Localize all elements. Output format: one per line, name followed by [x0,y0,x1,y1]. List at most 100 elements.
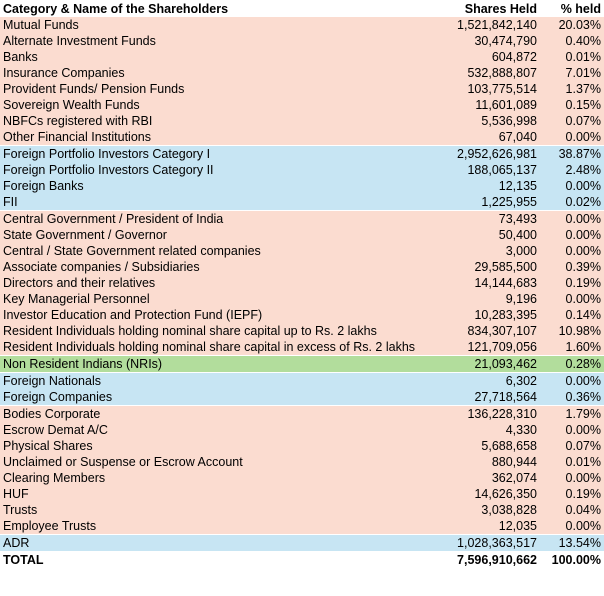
row-shares-held: 136,228,310 [436,405,540,422]
row-shares-held: 3,038,828 [436,502,540,518]
table-row: Bodies Corporate 136,228,310 1.79% [0,405,604,422]
table-row: Foreign Companies 27,718,564 0.36% [0,389,604,406]
row-percent-held: 10.98% [540,323,604,339]
row-percent-held: 1.79% [540,405,604,422]
table-row: Unclaimed or Suspense or Escrow Account 8… [0,454,604,470]
row-category-name: Investor Education and Protection Fund (… [0,307,436,323]
row-category-name: ADR [0,534,436,551]
row-percent-held: 0.00% [540,178,604,194]
table-row: Directors and their relatives 14,144,683 0… [0,275,604,291]
row-category-name: Bodies Corporate [0,405,436,422]
row-percent-held: 0.28% [540,355,604,373]
row-percent-held: 1.60% [540,339,604,356]
table-row: Non Resident Indians (NRIs) 21,093,462 0.2… [0,355,604,373]
row-shares-held: 11,601,089 [436,97,540,113]
row-percent-held: 0.00% [540,243,604,259]
row-category-name: Other Financial Institutions [0,129,436,146]
table-row: Trusts 3,038,828 0.04% [0,502,604,518]
row-percent-held: 7.01% [540,65,604,81]
table-row: Investor Education and Protection Fund (… [0,307,604,323]
row-percent-held: 0.19% [540,275,604,291]
row-category-name: Associate companies / Subsidiaries [0,259,436,275]
row-shares-held: 27,718,564 [436,389,540,406]
row-category-name: NBFCs registered with RBI [0,113,436,129]
row-shares-held: 103,775,514 [436,81,540,97]
row-shares-held: 188,065,137 [436,162,540,178]
row-shares-held: 4,330 [436,422,540,438]
row-percent-held: 0.01% [540,454,604,470]
row-percent-held: 0.39% [540,259,604,275]
table-row: ADR 1,028,363,517 13.54% [0,534,604,551]
table-row: Other Financial Institutions 67,040 0.00% [0,129,604,146]
row-category-name: FII [0,194,436,211]
row-shares-held: 362,074 [436,470,540,486]
row-category-name: Insurance Companies [0,65,436,81]
header-category: Category & Name of the Shareholders [0,0,436,17]
table-row: Clearing Members 362,074 0.00% [0,470,604,486]
table-row: Foreign Banks 12,135 0.00% [0,178,604,194]
row-category-name: Central Government / President of India [0,210,436,227]
row-shares-held: 532,888,807 [436,65,540,81]
table-row: Banks 604,872 0.01% [0,49,604,65]
row-percent-held: 0.00% [540,518,604,535]
table-row: Foreign Portfolio Investors Category I 2,… [0,145,604,162]
row-shares-held: 50,400 [436,227,540,243]
row-shares-held: 834,307,107 [436,323,540,339]
row-percent-held: 0.36% [540,389,604,406]
row-shares-held: 3,000 [436,243,540,259]
table-row: Insurance Companies 532,888,807 7.01% [0,65,604,81]
row-percent-held: 2.48% [540,162,604,178]
table-row: Resident Individuals holding nominal sha… [0,339,604,356]
row-category-name: Sovereign Wealth Funds [0,97,436,113]
row-category-name: Banks [0,49,436,65]
row-percent-held: 0.04% [540,502,604,518]
row-percent-held: 0.00% [540,227,604,243]
row-percent-held: 0.15% [540,97,604,113]
row-category-name: Foreign Portfolio Investors Category II [0,162,436,178]
row-shares-held: 6,302 [436,372,540,389]
table-row: Central Government / President of India 7… [0,210,604,227]
row-shares-held: 1,225,955 [436,194,540,211]
row-category-name: Key Managerial Personnel [0,291,436,307]
row-category-name: Foreign Portfolio Investors Category I [0,145,436,162]
row-shares-held: 12,135 [436,178,540,194]
row-percent-held: 0.02% [540,194,604,211]
row-category-name: Unclaimed or Suspense or Escrow Account [0,454,436,470]
row-category-name: Trusts [0,502,436,518]
table-row: Associate companies / Subsidiaries 29,585… [0,259,604,275]
row-percent-held: 0.07% [540,113,604,129]
row-percent-held: 0.07% [540,438,604,454]
row-percent-held: 0.00% [540,291,604,307]
row-category-name: Resident Individuals holding nominal sha… [0,323,436,339]
row-shares-held: 121,709,056 [436,339,540,356]
row-shares-held: 73,493 [436,210,540,227]
table-row: Physical Shares 5,688,658 0.07% [0,438,604,454]
total-shares: 7,596,910,662 [436,551,540,568]
table-row: Foreign Nationals 6,302 0.00% [0,372,604,389]
table-row: Central / State Government related compa… [0,243,604,259]
row-percent-held: 0.14% [540,307,604,323]
table-row: FII 1,225,955 0.02% [0,194,604,211]
row-shares-held: 30,474,790 [436,33,540,49]
row-percent-held: 0.00% [540,422,604,438]
row-percent-held: 0.00% [540,372,604,389]
row-shares-held: 14,626,350 [436,486,540,502]
row-percent-held: 0.40% [540,33,604,49]
row-category-name: Foreign Banks [0,178,436,194]
row-shares-held: 67,040 [436,129,540,146]
row-category-name: Provident Funds/ Pension Funds [0,81,436,97]
table-row: Resident Individuals holding nominal sha… [0,323,604,339]
row-shares-held: 880,944 [436,454,540,470]
row-percent-held: 20.03% [540,17,604,33]
table-row: State Government / Governor 50,400 0.00% [0,227,604,243]
row-category-name: Foreign Nationals [0,372,436,389]
row-shares-held: 1,028,363,517 [436,534,540,551]
table-row: NBFCs registered with RBI 5,536,998 0.07% [0,113,604,129]
row-category-name: Non Resident Indians (NRIs) [0,355,436,373]
table-row: Alternate Investment Funds 30,474,790 0.40… [0,33,604,49]
table-row: Provident Funds/ Pension Funds 103,775,51… [0,81,604,97]
table-row: Mutual Funds 1,521,842,140 20.03% [0,17,604,33]
row-percent-held: 0.19% [540,486,604,502]
total-percent: 100.00% [540,551,604,568]
row-category-name: State Government / Governor [0,227,436,243]
